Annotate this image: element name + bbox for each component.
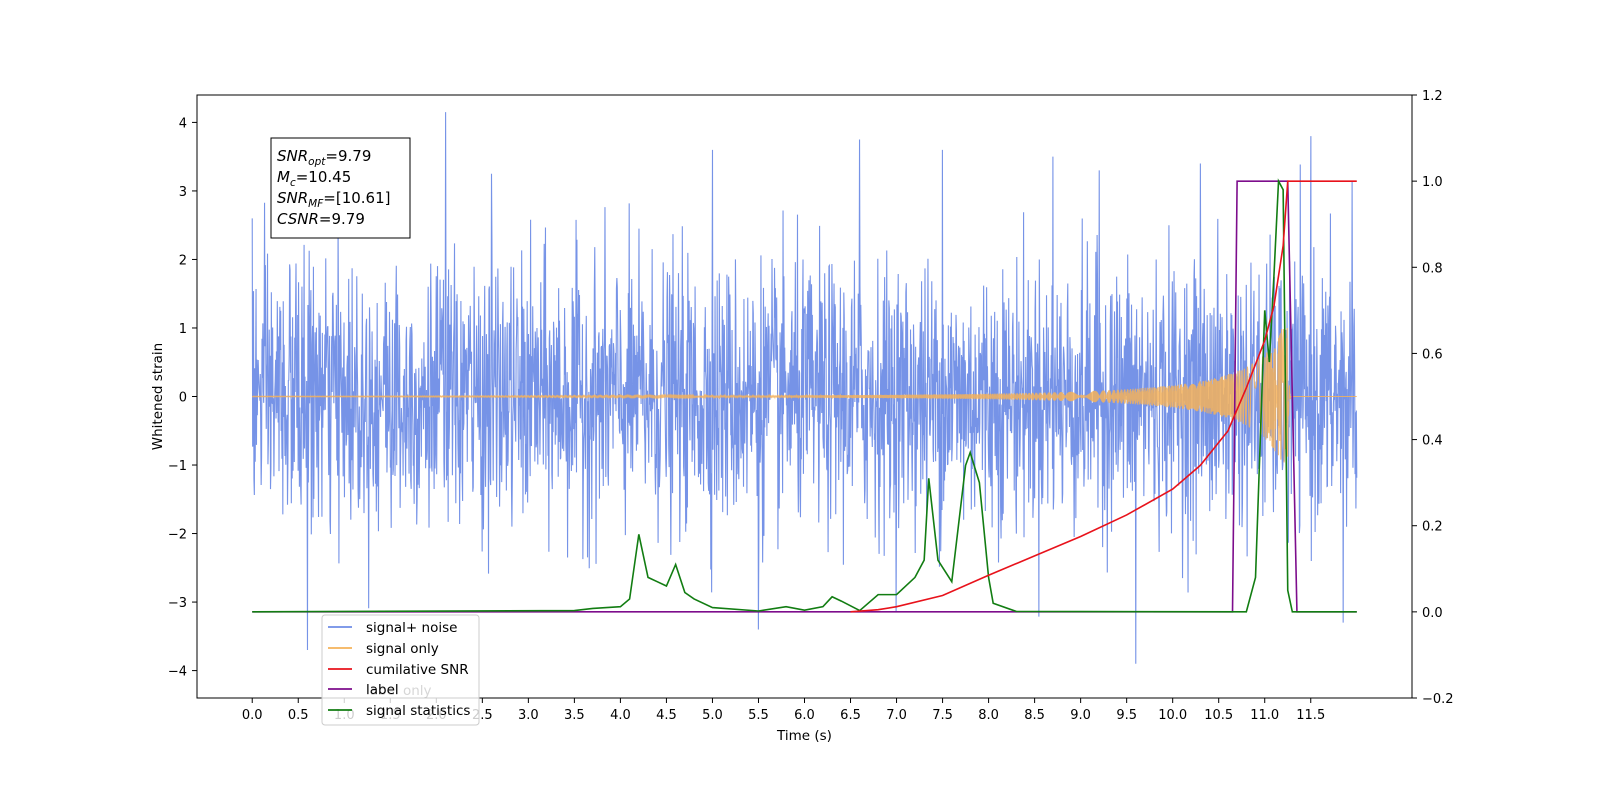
y-tick-label: −1 xyxy=(168,459,187,474)
x-tick-label: 9.5 xyxy=(1116,708,1137,723)
y-tick-label: −3 xyxy=(168,596,187,611)
x-tick-label: 0.0 xyxy=(242,708,263,723)
y-tick-label: 4 xyxy=(179,116,187,131)
x-axis: 0.00.51.01.52.02.53.03.54.04.55.05.56.06… xyxy=(242,698,1325,723)
x-tick-label: 11.0 xyxy=(1250,708,1279,723)
y2-tick-label: −0.2 xyxy=(1422,692,1454,707)
series-signal-noise-line xyxy=(251,112,1358,664)
x-tick-label: 7.0 xyxy=(886,708,907,723)
y2-tick-label: 1.2 xyxy=(1422,89,1443,104)
x-tick-label: 0.5 xyxy=(288,708,309,723)
annotation-frame xyxy=(270,137,411,239)
y2-tick-label: 1.0 xyxy=(1422,175,1443,190)
x-tick-label: 6.0 xyxy=(794,708,815,723)
annotation-line: SNRopt=9.79 xyxy=(277,147,371,168)
x-tick-label: 8.0 xyxy=(978,708,999,723)
legend-frame xyxy=(321,614,480,726)
x-tick-label: 5.5 xyxy=(748,708,769,723)
x-tick-label: 10.0 xyxy=(1158,708,1187,723)
x-tick-label: 4.0 xyxy=(610,708,631,723)
y2-tick-label: 0.0 xyxy=(1422,606,1443,621)
y-tick-label: 0 xyxy=(179,391,187,406)
y2-tick-label: 0.2 xyxy=(1422,520,1443,535)
y-axis-right: 1.2 1.0 0.8 0.6 0.4 0.2 0.0 −0.2 xyxy=(1412,89,1454,707)
x-tick-label: 3.5 xyxy=(564,708,585,723)
y2-tick-label: 0.8 xyxy=(1422,261,1443,276)
x-tick-label: 9.0 xyxy=(1070,708,1091,723)
y-tick-label: 2 xyxy=(179,253,187,268)
annotation-line: CSNR=9.79 xyxy=(277,210,365,228)
series-cumulative-snr-line xyxy=(850,180,1357,613)
legend-label: label only xyxy=(366,683,432,699)
legend-label: cumilative SNR xyxy=(366,662,469,678)
x-tick-label: 7.5 xyxy=(932,708,953,723)
x-tick-label: 11.5 xyxy=(1296,708,1325,723)
y2-tick-label: 0.6 xyxy=(1422,347,1443,362)
legend-label: signal only xyxy=(366,641,439,657)
y-axis-left: 4 3 2 1 0 −1 −2 −3 −4 xyxy=(168,116,197,680)
legend-label: label xyxy=(366,682,399,698)
x-tick-label: 3.0 xyxy=(518,708,539,723)
y-tick-label: −4 xyxy=(168,665,187,680)
y-axis-label: Whitened strain xyxy=(150,343,166,450)
annotation-line: Mc=10.45 xyxy=(277,168,351,189)
series-signal-only-line xyxy=(251,327,1357,463)
y2-tick-label: 0.4 xyxy=(1422,434,1443,449)
plot-area xyxy=(251,112,1358,664)
legend-label: signal statistics xyxy=(366,703,470,719)
legend-label: signal+ noise xyxy=(366,620,457,636)
y-tick-label: 3 xyxy=(179,185,187,200)
y-tick-label: −2 xyxy=(168,528,187,543)
annotation-line: SNRMF=[10.61] xyxy=(277,189,391,210)
y-tick-label: 1 xyxy=(179,322,187,337)
x-axis-label: Time (s) xyxy=(776,728,832,744)
x-tick-label: 5.0 xyxy=(702,708,723,723)
series-signal-statistics-line xyxy=(252,178,1357,613)
x-tick-label: 6.5 xyxy=(840,708,861,723)
legend: signal+ noise signal only cumilative SNR la… xyxy=(321,614,480,726)
x-tick-label: 8.5 xyxy=(1024,708,1045,723)
annotation-box: SNRopt=9.79Mc=10.45SNRMF=[10.61]CSNR=9.7… xyxy=(270,137,411,239)
x-tick-label: 10.5 xyxy=(1204,708,1233,723)
x-tick-label: 4.5 xyxy=(656,708,677,723)
